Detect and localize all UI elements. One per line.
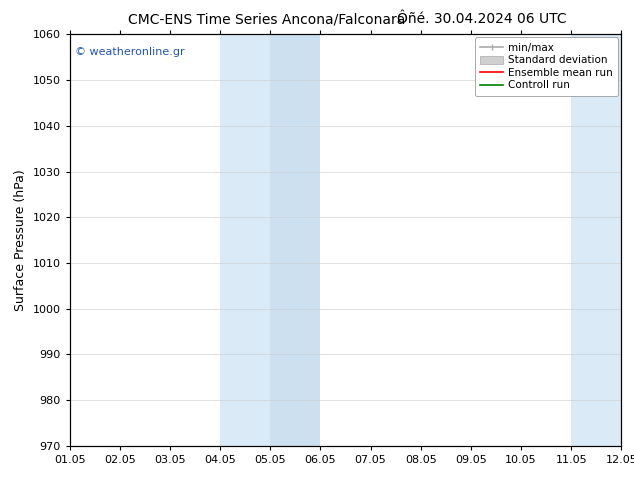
Text: © weatheronline.gr: © weatheronline.gr [75,47,185,57]
Bar [621,34,634,446]
Bar [571,34,621,446]
Text: Ôñé. 30.04.2024 06 UTC: Ôñé. 30.04.2024 06 UTC [397,12,567,26]
Legend: min/max, Standard deviation, Ensemble mean run, Controll run: min/max, Standard deviation, Ensemble me… [475,37,618,96]
Y-axis label: Surface Pressure (hPa): Surface Pressure (hPa) [14,169,27,311]
Bar [220,34,270,446]
Text: CMC-ENS Time Series Ancona/Falconara: CMC-ENS Time Series Ancona/Falconara [127,12,405,26]
Bar [270,34,320,446]
